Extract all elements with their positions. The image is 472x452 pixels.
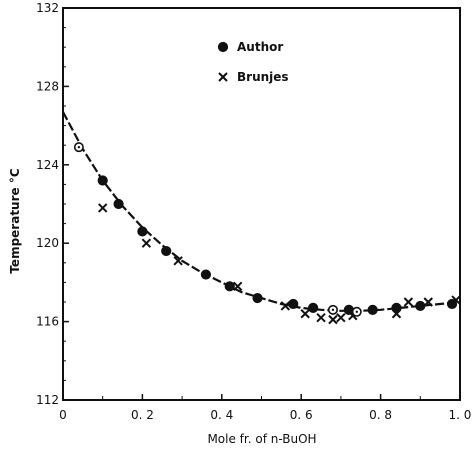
- author-point: [161, 245, 172, 257]
- y-tick-label: 128: [36, 79, 59, 93]
- x-tick-label: 0. 8: [369, 408, 392, 422]
- brunjes-point: [336, 312, 346, 323]
- legend-label: Author: [237, 40, 283, 54]
- x-tick-label: 0. 4: [210, 408, 233, 422]
- fit-curve-line: [62, 111, 461, 312]
- brunjes-point: [451, 295, 461, 305]
- legend-marker: [218, 72, 228, 82]
- open-circle-point-center: [331, 308, 335, 312]
- data-points: [73, 142, 461, 325]
- y-tick-label: 120: [36, 236, 59, 250]
- brunjes-point: [300, 309, 310, 319]
- author-point: [252, 292, 263, 304]
- open-circle-point-center: [77, 145, 81, 149]
- legend-label: Brunjes: [237, 70, 289, 84]
- brunjes-point: [97, 203, 108, 213]
- brunjes-point: [328, 314, 338, 325]
- brunjes-point: [316, 312, 326, 323]
- y-axis-label: Temperature °C: [8, 168, 22, 273]
- y-tick-label: 116: [36, 315, 59, 329]
- brunjes-point: [173, 256, 183, 266]
- brunjes-point: [141, 238, 152, 248]
- author-point: [288, 298, 299, 310]
- brunjes-point: [423, 297, 433, 307]
- x-tick-label: 0. 2: [131, 408, 154, 422]
- fit-curve: [62, 111, 461, 312]
- author-point: [367, 304, 378, 315]
- y-ticks: 112 116 120 124 128 132: [36, 1, 69, 407]
- open-circle-point-center: [355, 310, 358, 313]
- legend-marker: [217, 41, 229, 53]
- author-point: [224, 281, 235, 292]
- x-tick-label: 0: [59, 408, 67, 422]
- x-ticks: 0 0. 2 0. 4 0. 6 0. 8 1. 0: [59, 394, 471, 422]
- author-point: [200, 269, 212, 280]
- x-tick-label: 1. 0: [449, 408, 472, 422]
- x-axis-label: Mole fr. of n-BuOH: [207, 432, 316, 446]
- y-tick-label: 124: [36, 158, 59, 172]
- author-point: [308, 302, 319, 313]
- legend: Author Brunjes: [217, 40, 289, 84]
- brunjes-point: [403, 297, 414, 307]
- brunjes-point: [232, 281, 243, 292]
- author-point: [97, 175, 108, 186]
- x-tick-label: 0. 6: [290, 408, 313, 422]
- y-tick-label: 132: [36, 1, 59, 15]
- author-point: [415, 300, 426, 312]
- y-tick-label: 112: [36, 393, 59, 407]
- brunjes-point: [391, 309, 402, 319]
- brunjes-point: [280, 301, 291, 311]
- author-point: [113, 198, 124, 210]
- author-point: [137, 226, 148, 237]
